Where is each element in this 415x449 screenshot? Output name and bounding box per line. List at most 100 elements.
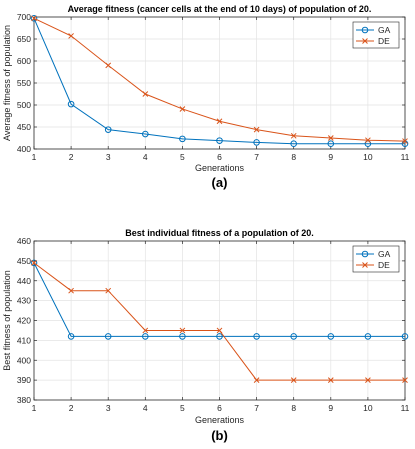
x-tick-label: 11 [401, 152, 410, 162]
data-point [365, 377, 371, 383]
y-tick-label: 380 [17, 395, 31, 405]
legend-marker-circle [361, 26, 369, 34]
data-point [104, 126, 112, 133]
data-point [142, 327, 149, 334]
y-tick-label: 450 [17, 122, 31, 132]
data-point [68, 287, 74, 294]
data-point [327, 333, 335, 340]
x-tick-label: 8 [291, 152, 296, 162]
data-point [179, 333, 186, 340]
x-tick-label: 4 [143, 152, 148, 162]
legend-label-de: DE [378, 36, 390, 46]
x-tick-label: 10 [363, 403, 373, 413]
data-point [104, 333, 112, 340]
data-point [216, 327, 223, 334]
data-point [67, 100, 75, 108]
x-tick-label: 2 [69, 152, 74, 162]
x-axis-label: Generations [195, 415, 245, 425]
x-tick-label: 3 [106, 152, 111, 162]
data-point [290, 333, 298, 340]
data-point [142, 333, 149, 340]
series-de [31, 15, 408, 144]
data-point [327, 140, 335, 148]
x-tick-label: 9 [328, 152, 333, 162]
data-point [68, 33, 74, 39]
data-point [364, 140, 372, 148]
data-point [179, 106, 186, 112]
y-tick-label: 500 [17, 100, 31, 110]
x-tick-label: 2 [69, 403, 74, 413]
legend-label-ga: GA [378, 249, 391, 259]
data-point [216, 118, 223, 125]
data-point [365, 137, 371, 144]
x-axis-label: Generations [195, 163, 245, 173]
y-tick-label: 440 [17, 276, 31, 286]
x-tick-label: 8 [291, 403, 296, 413]
legend-marker-x [362, 262, 368, 268]
data-point [327, 377, 334, 383]
data-point [31, 260, 37, 266]
data-point [142, 130, 149, 138]
x-tick-label: 6 [217, 152, 222, 162]
y-tick-label: 400 [17, 144, 31, 154]
data-point [253, 126, 260, 133]
y-tick-label: 700 [17, 12, 31, 22]
x-tick-label: 9 [328, 403, 333, 413]
data-point [179, 327, 186, 334]
x-tick-label: 11 [401, 403, 410, 413]
data-point [31, 15, 37, 22]
legend-label-ga: GA [378, 25, 391, 35]
data-point [402, 377, 408, 383]
x-tick-label: 10 [363, 152, 373, 162]
chart-title: Average fitness (cancer cells at the end… [68, 4, 372, 14]
y-tick-label: 650 [17, 34, 31, 44]
data-point [30, 15, 38, 22]
data-point [327, 135, 334, 141]
data-point [30, 259, 38, 267]
chart-panel-b: 1 2 3 4 5 6 7 8 9 10 11 380 390 400 410 420 430 440 450 460… [2, 228, 410, 443]
legend-marker-x [362, 38, 368, 44]
y-tick-label: 410 [17, 335, 31, 345]
data-point [253, 377, 260, 383]
legend-marker-circle [361, 250, 369, 258]
y-tick-label: 390 [17, 375, 31, 385]
series-de [31, 260, 408, 383]
data-point [290, 377, 297, 383]
series-ga [30, 259, 409, 340]
x-tick-label: 1 [32, 403, 37, 413]
y-tick-label: 550 [17, 78, 31, 88]
data-point [67, 333, 75, 340]
legend-box [352, 21, 400, 49]
data-point [290, 132, 297, 139]
series-line-ga [33, 262, 405, 337]
data-point [401, 333, 409, 340]
chart-panel-a: 1 2 3 4 5 6 7 8 9 10 11 400 450 500 550 600 650 700 Averag… [2, 4, 410, 190]
x-tick-label: 1 [32, 152, 37, 162]
data-point [253, 139, 260, 146]
data-point [105, 287, 112, 294]
data-point [290, 140, 298, 148]
y-axis-label: Best fitness of population [2, 270, 12, 371]
chart-title: Best individual fitness of a population … [125, 228, 314, 238]
panel-label: (a) [212, 175, 228, 190]
y-tick-label: 430 [17, 296, 31, 306]
data-point [216, 333, 223, 340]
data-point [142, 91, 149, 97]
data-point [402, 138, 408, 144]
y-tick-label: 460 [17, 236, 31, 246]
data-point [216, 137, 223, 144]
x-tick-label: 7 [254, 152, 259, 162]
y-tick-label: 450 [17, 256, 31, 266]
x-tick-label: 4 [143, 403, 148, 413]
legend-box [352, 245, 400, 273]
series-line-ga [33, 18, 405, 145]
panel-label: (b) [211, 428, 228, 443]
data-point [253, 333, 260, 340]
data-point [105, 62, 112, 69]
legend-label-de: DE [378, 260, 390, 270]
y-axis-label: Average fitness of population [2, 25, 12, 141]
y-tick-label: 600 [17, 56, 31, 66]
